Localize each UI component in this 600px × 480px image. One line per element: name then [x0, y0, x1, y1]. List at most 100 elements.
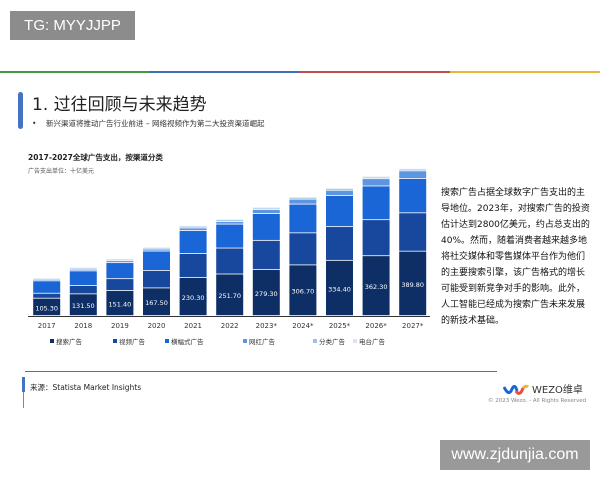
bar-segment: [289, 199, 317, 204]
bar-segment: [143, 270, 170, 288]
bar-segment: [69, 268, 97, 269]
bar-segment: [143, 248, 170, 249]
bar-segment: [143, 249, 170, 251]
bar-segment: [106, 290, 134, 316]
x-tick-label: 2018: [74, 322, 92, 330]
bar-segment: [179, 277, 207, 316]
data-label: 334.40: [328, 285, 351, 293]
bar-segment: [33, 293, 61, 298]
bar-segment: [106, 259, 134, 260]
copyright: © 2023 Wezo. - All Rights Reserved: [488, 398, 587, 404]
x-tick-label: 2023*: [256, 322, 278, 330]
data-label: 306.70: [292, 288, 315, 296]
bar-segment: [326, 190, 353, 196]
x-tick-label: 2026*: [365, 322, 387, 330]
x-tick-label: 2017: [38, 322, 56, 330]
bar-segment: [362, 176, 390, 178]
bar-segment: [362, 186, 390, 220]
bar-segment: [179, 226, 207, 228]
legend-swatch: [113, 339, 117, 343]
chart-unit: 广告支出单位：十亿美元: [28, 168, 95, 175]
bar-segment: [362, 220, 390, 256]
x-tick-label: 2022: [221, 322, 239, 330]
bar-segment: [179, 253, 207, 278]
data-label: 151.40: [109, 300, 132, 308]
bar-segment: [399, 251, 427, 316]
x-tick-label: 2021: [184, 322, 202, 330]
bar-segment: [216, 248, 244, 274]
wezo-logo-icon: [503, 384, 529, 395]
bar-segment: [252, 207, 280, 209]
legend-label: 搜索广告: [56, 337, 83, 346]
bar-segment: [289, 233, 317, 265]
bar-segment: [33, 278, 61, 279]
footer-stem: [23, 392, 24, 408]
wezo-logo: WEZO维卓: [503, 381, 583, 396]
bar-segment: [179, 225, 207, 227]
x-tick-label: 2027*: [402, 322, 424, 330]
bar-segment: [326, 195, 353, 227]
bar-segment: [33, 279, 61, 281]
bar-segment: [216, 220, 244, 222]
bar-segment: [106, 259, 134, 261]
bar-segment: [179, 228, 207, 231]
legend-swatch: [50, 339, 54, 343]
data-label: 389.80: [401, 281, 424, 289]
bar-segment: [362, 179, 390, 186]
data-label: 167.50: [145, 299, 168, 307]
bar-segment: [106, 279, 134, 291]
x-tick-label: 2020: [148, 322, 166, 330]
bar-segment: [106, 263, 134, 279]
bar-segment: [69, 286, 97, 294]
bar-segment: [326, 227, 353, 260]
bar-segment: [69, 267, 97, 269]
bar-segment: [252, 208, 280, 210]
subtitle-text: 新兴渠道将推动广告行业前进 – 网络视频作为第二大投资渠道崛起: [45, 119, 265, 128]
bar-segment: [326, 188, 353, 189]
x-tick-label: 2025*: [329, 322, 351, 330]
bar-segment: [289, 197, 317, 198]
channel-tag: TG: MYYJJPP: [10, 11, 135, 40]
slide-subtitle: • 新兴渠道将推动广告行业前进 – 网络视频作为第二大投资渠道崛起: [32, 118, 265, 129]
bar-segment: [326, 189, 353, 190]
color-stripe: [0, 71, 600, 73]
legend-swatch: [243, 339, 247, 343]
bar-segment: [399, 168, 427, 170]
bullet: •: [32, 119, 37, 128]
data-label: 362.30: [365, 283, 388, 291]
bar-segment: [69, 269, 97, 271]
logo-text: WEZO维卓: [532, 385, 583, 396]
bar-segment: [216, 274, 244, 316]
watermark: www.zjdunjia.com: [440, 440, 590, 470]
source-note: 来源：Statista Market Insights: [30, 383, 142, 392]
bar-segment: [399, 169, 427, 171]
legend-swatch: [353, 339, 357, 343]
bar-segment: [33, 298, 61, 316]
side-description: 搜索广告占据全球数字广告支出的主导地位。2023年，对搜索广告的投资估计达到28…: [441, 188, 590, 326]
footer-divider: [25, 371, 497, 372]
data-label: 279.30: [255, 290, 278, 298]
x-tick-label: 2019: [111, 322, 129, 330]
legend-label: 横幅式广告: [171, 337, 204, 346]
bar-segment: [289, 197, 317, 199]
bar-segment: [362, 177, 390, 179]
title-accent-bar: [18, 92, 23, 129]
bar-segment: [326, 260, 353, 316]
legend-swatch: [313, 339, 317, 343]
bar-segment: [33, 281, 61, 293]
chart-title: 2017-2027全球广告支出，按渠道分类: [28, 153, 163, 162]
legend-label: 分类广告: [319, 337, 346, 346]
x-tick-label: 2024*: [292, 322, 314, 330]
bar-segment: [252, 210, 280, 214]
bar-segment: [399, 178, 427, 213]
bar-segment: [252, 269, 280, 316]
bar-segment: [216, 221, 244, 224]
bar-segment: [179, 231, 207, 254]
bar-segment: [399, 213, 427, 251]
slide-title: 1. 过往回顾与未来趋势: [32, 95, 207, 115]
bar-segment: [216, 224, 244, 248]
data-label: 105.30: [35, 304, 58, 312]
footer-accent: [22, 377, 25, 392]
bar-segment: [289, 265, 317, 316]
